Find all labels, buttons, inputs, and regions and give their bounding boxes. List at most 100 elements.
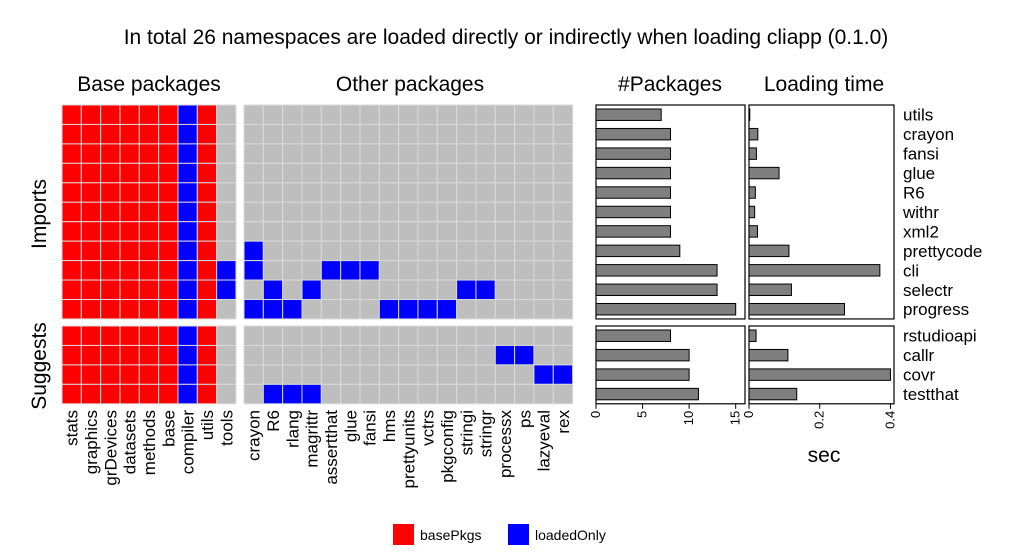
heat-cell <box>301 383 322 405</box>
heat-cell <box>119 240 140 262</box>
heat-cell <box>514 364 535 385</box>
legend-swatch-loadedOnly <box>508 524 529 545</box>
heat-cell <box>514 383 535 405</box>
bar <box>595 283 718 296</box>
legend: basePkgs loadedOnly <box>393 524 606 545</box>
heat-cell <box>100 201 121 223</box>
bar <box>748 108 751 121</box>
base-column-label: stats <box>63 410 82 446</box>
heat-cell <box>138 240 160 262</box>
heat-cell <box>158 143 179 164</box>
heat-cell <box>359 182 380 203</box>
heat-cell <box>61 325 82 346</box>
heat-cell <box>456 279 477 300</box>
heat-cell <box>216 143 237 164</box>
heat-cell <box>475 221 496 242</box>
heat-cell <box>475 143 496 164</box>
heat-cell <box>436 344 458 366</box>
row-label: R6 <box>903 184 925 203</box>
heat-cell <box>216 260 237 281</box>
heat-cell <box>494 104 516 125</box>
heat-cell <box>196 383 218 405</box>
heat-cell <box>514 325 535 346</box>
heat-cell <box>378 344 400 366</box>
row-label: prettycode <box>903 242 982 261</box>
bar <box>748 264 881 277</box>
heat-cell <box>138 221 160 242</box>
tick-label: 5 <box>635 411 650 418</box>
heat-cell <box>398 260 419 281</box>
other-column-label: rex <box>554 410 573 434</box>
heat-cell <box>158 240 179 262</box>
heat-cell <box>340 299 361 320</box>
heat-cell <box>80 325 102 346</box>
heat-cell <box>436 364 458 385</box>
heat-cell <box>119 364 140 385</box>
heat-cell <box>80 299 102 320</box>
heat-cell <box>262 325 284 346</box>
heat-cell <box>196 279 218 300</box>
heat-cell <box>282 299 303 320</box>
heat-cell <box>456 344 477 366</box>
heat-cell <box>320 123 342 145</box>
heat-cell <box>417 221 438 242</box>
group-label-suggests: Suggests <box>28 322 51 410</box>
heat-cell <box>475 123 496 145</box>
heat-cell <box>177 299 198 320</box>
heat-cell <box>456 325 477 346</box>
heat-cell <box>475 240 496 262</box>
heat-cell <box>378 240 400 262</box>
heat-cell <box>262 201 284 223</box>
heat-cell <box>514 260 535 281</box>
heat-cell <box>359 162 380 184</box>
heat-cell <box>398 104 419 125</box>
row-label: selectr <box>903 281 953 300</box>
heat-cell <box>61 104 82 125</box>
other-column-label: fansi <box>361 410 380 446</box>
heat-cell <box>340 364 361 385</box>
heat-cell <box>80 123 102 145</box>
row-label: cli <box>903 261 919 280</box>
heat-cell <box>177 162 198 184</box>
chart-title: In total 26 namespaces are loaded direct… <box>124 26 889 49</box>
heat-cell <box>262 143 284 164</box>
heat-cell <box>80 260 102 281</box>
heat-cell <box>320 325 342 346</box>
heat-cell <box>243 325 264 346</box>
heat-cell <box>494 383 516 405</box>
heat-cell <box>494 240 516 262</box>
heat-cell <box>177 143 198 164</box>
other-column-label: crayon <box>245 410 264 461</box>
bar <box>595 387 699 401</box>
heat-cell <box>282 364 303 385</box>
heat-cell <box>378 221 400 242</box>
heat-cell <box>158 344 179 366</box>
heat-cell <box>196 162 218 184</box>
heatmap-other-packages <box>243 104 574 405</box>
heat-cell <box>436 279 458 300</box>
heat-cell <box>533 344 554 366</box>
heat-cell <box>514 221 535 242</box>
heat-cell <box>456 364 477 385</box>
heat-cell <box>100 260 121 281</box>
bar <box>595 244 681 258</box>
heat-cell <box>340 201 361 223</box>
heat-cell <box>494 143 516 164</box>
bar <box>748 244 790 258</box>
other-column-label: glue <box>341 410 360 442</box>
heat-cell <box>216 383 237 405</box>
heat-cell <box>282 201 303 223</box>
heat-cell <box>138 182 160 203</box>
heat-cell <box>417 104 438 125</box>
heat-cell <box>216 325 237 346</box>
heat-cell <box>216 201 237 223</box>
heat-cell <box>494 182 516 203</box>
heat-cell <box>243 221 264 242</box>
heat-cell <box>177 279 198 300</box>
heat-cell <box>417 162 438 184</box>
other-column-label: processx <box>496 410 515 479</box>
heat-cell <box>61 260 82 281</box>
heat-cell <box>398 162 419 184</box>
heat-cell <box>119 143 140 164</box>
